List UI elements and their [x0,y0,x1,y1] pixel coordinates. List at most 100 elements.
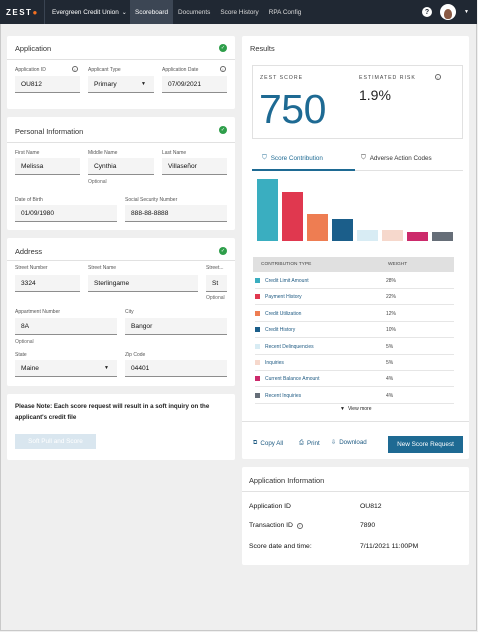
contribution-type: Credit Limit Amount [265,278,309,284]
copy-icon: ⧉ [253,439,258,446]
table-row[interactable]: Credit History 10% [255,322,454,339]
dob-field[interactable]: 01/09/1980 [15,205,117,222]
new-score-request-button[interactable]: New Score Request [388,436,463,453]
zip-field[interactable]: 04401 [125,360,227,377]
contribution-type: Current Balance Amount [265,376,320,383]
contribution-type: Payment History [265,294,302,301]
application-id-field[interactable]: OU812 [15,76,80,93]
app-id-value: OU812 [360,503,382,510]
last-name-label: Last Name [162,150,187,156]
shield-icon: ⛉ [361,154,366,161]
caret-down-icon: ▼ [104,365,109,371]
state-select[interactable]: Maine ▼ [15,360,117,377]
contribution-weight: 5% [386,343,394,350]
copy-all-button[interactable]: ⧉ Copy All [253,439,284,447]
chart-bar-credit-history [332,218,353,241]
applicant-type-select[interactable]: Primary ▼ [88,76,154,93]
info-icon[interactable]: i [72,66,78,72]
score-summary: ZEST SCORE 750 ESTIMATED RISK i 1.9% [252,65,463,139]
chart-bar-payment-history [282,192,303,241]
first-name-field[interactable]: Melissa [15,158,80,175]
street-name-field[interactable]: Sterlingame [88,275,198,292]
city-field[interactable]: Bangor [125,318,227,335]
applicant-type-label: Applicant Type [88,67,121,73]
application-date-label: Application Date [162,67,199,73]
nav-right: ? ▼ [422,0,469,24]
divider [242,491,469,492]
street-type-field[interactable]: St [206,275,227,292]
table-row[interactable]: Payment History 22% [255,289,454,306]
zest-logo[interactable]: ZEST● [6,7,39,17]
results-card: Results ZEST SCORE 750 ESTIMATED RISK i … [242,36,469,459]
help-icon[interactable]: ? [422,7,433,17]
chevron-down-icon: ⌄ [121,9,127,16]
table-row[interactable]: Credit Limit Amount 28% [255,273,454,289]
street-number-field[interactable]: 3324 [15,275,80,292]
dob-label: Date of Birth [15,197,43,203]
city-label: City [125,309,134,315]
info-icon[interactable]: i [296,522,303,529]
divider [7,142,235,143]
address-title: Address [15,247,43,256]
table-row[interactable]: Credit Utilization 12% [255,306,454,322]
logo-accent-icon: ● [32,7,39,17]
nav-score-history[interactable]: Score History [220,8,259,16]
contribution-weight: 22% [386,294,397,301]
print-button[interactable]: ⎙ Print [299,439,320,447]
tab-adverse-action-codes[interactable]: ⛉ Adverse Action Codes [361,154,432,162]
transaction-id-value: 7890 [360,522,376,529]
address-card: Address ✓ Street Number 3324 Street Name… [7,238,235,386]
nav-scoreboard[interactable]: Scoreboard [130,0,174,24]
contribution-weight: 4% [386,392,394,399]
view-more-link[interactable]: ▼ View more [340,406,372,412]
soft-pull-button[interactable]: Soft Pull and Score [15,434,96,449]
street-type-label: Street... [206,265,224,271]
chart-bar-recent-delinquencies [357,229,378,241]
caret-down-icon[interactable]: ▼ [464,9,469,15]
chart-bar-credit-utilization [307,214,328,241]
org-selector[interactable]: Evergreen Credit Union ⌄ [44,0,130,24]
risk-value: 1.9% [359,87,391,103]
caret-down-icon: ▼ [340,406,345,412]
state-value: Maine [21,364,39,372]
org-name: Evergreen Credit Union [52,8,119,16]
avatar[interactable] [440,4,457,20]
personal-info-card: Personal Information ✓ First Name Meliss… [7,117,235,230]
apartment-field[interactable]: 8A [15,318,117,335]
divider [7,59,235,60]
street-number-label: Street Number [15,265,48,271]
table-row[interactable]: Current Balance Amount 4% [255,371,454,388]
table-row[interactable]: Inquiries 5% [255,355,454,371]
last-name-field[interactable]: Villaseñor [162,158,227,175]
chart-bar-inquiries [382,229,403,241]
nav-documents[interactable]: Documents [178,8,211,16]
street-name-label: Street Name [88,265,117,271]
info-icon[interactable]: i [220,66,226,72]
contribution-weight: 10% [386,327,397,334]
table-row[interactable]: Recent Delinquencies 5% [255,339,454,355]
contribution-type: Inquiries [265,360,284,366]
application-date-field[interactable]: 07/09/2021 [162,76,227,93]
application-info-title: Application Information [249,476,325,485]
table-row[interactable]: Recent Inquiries 4% [255,388,454,404]
ssn-field[interactable]: 888-88-8888 [125,205,227,222]
nav-rpa-config[interactable]: RPA Config [268,8,302,16]
col-contribution-type: CONTRIBUTION TYPE [261,262,312,267]
caret-down-icon: ▼ [141,81,146,87]
middle-name-helper: Optional [88,179,107,185]
tab-score-contribution[interactable]: ⛉ Score Contribution [262,154,323,162]
contribution-table-header: CONTRIBUTION TYPE WEIGHT [253,257,454,272]
results-title: Results [250,44,275,53]
divider [355,170,463,171]
submit-card: Please Note: Each score request will res… [7,394,235,460]
contribution-type: Credit Utilization [265,310,302,317]
info-icon[interactable]: i [435,74,441,80]
app-id-label: Application ID [249,503,291,510]
applicant-type-value: Primary [94,80,117,88]
check-circle-icon: ✓ [219,44,227,52]
middle-name-field[interactable]: Cynthia [88,158,154,175]
download-button[interactable]: ⇩ Download [331,439,367,446]
divider [242,421,469,422]
contribution-weight: 4% [386,376,394,383]
legend-swatch [255,343,260,349]
